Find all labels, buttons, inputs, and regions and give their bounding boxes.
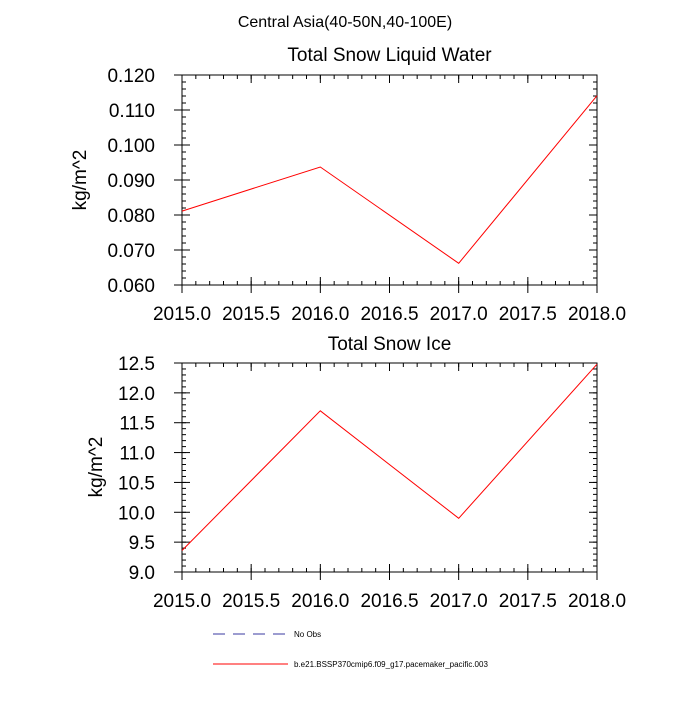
figure-suptitle: Central Asia(40-50N,40-100E) <box>238 14 452 31</box>
x-tick-label: 2017.0 <box>430 304 488 325</box>
chart-snow-liquid-water: Total Snow Liquid Water kg/m^2 2015.0 2015.… <box>70 45 626 325</box>
y-tick-label: 11.0 <box>119 444 155 465</box>
y-tick-label: 0.120 <box>107 66 155 87</box>
plot-frame <box>182 363 597 572</box>
x-tick-label: 2015.5 <box>222 304 280 325</box>
legend: No Obs b.e21.BSSP370cmip6.f09_g17.pacema… <box>213 630 488 669</box>
series-line <box>182 96 597 264</box>
y-tick-label: 10.0 <box>118 503 155 524</box>
y-tick-label: 10.5 <box>118 473 155 494</box>
x-tick-label: 2018.0 <box>568 591 626 612</box>
x-tick-label: 2015.5 <box>222 591 280 612</box>
y-tick-label: 11.5 <box>119 414 155 435</box>
x-tick-label: 2015.0 <box>153 304 211 325</box>
y-tick-label: 9.0 <box>129 563 155 584</box>
legend-label-model-run: b.e21.BSSP370cmip6.f09_g17.pacemaker_pac… <box>294 660 488 669</box>
x-tick-label: 2016.0 <box>291 304 349 325</box>
x-tick-label: 2017.5 <box>499 304 557 325</box>
y-tick-label: 12.5 <box>118 354 155 375</box>
y-axis-label: kg/m^2 <box>70 150 91 211</box>
legend-label-no-obs: No Obs <box>294 630 321 639</box>
y-tick-label: 0.100 <box>107 136 155 157</box>
y-tick-label: 0.110 <box>109 101 155 122</box>
y-axis-label: kg/m^2 <box>86 437 107 498</box>
x-tick-label: 2015.0 <box>153 591 211 612</box>
chart-title: Total Snow Liquid Water <box>287 45 492 66</box>
y-tick-label: 12.0 <box>118 384 155 405</box>
y-tick-label: 0.070 <box>107 241 155 262</box>
y-tick-label: 0.090 <box>107 171 155 192</box>
chart-snow-ice: Total Snow Ice kg/m^2 2015.0 2015.5 2016.0 20… <box>86 334 626 612</box>
plot-frame <box>182 75 597 285</box>
y-tick-label: 9.5 <box>129 533 155 554</box>
x-tick-label: 2016.5 <box>360 304 418 325</box>
y-tick-label: 0.080 <box>107 206 155 227</box>
y-tick-label: 0.060 <box>107 276 155 297</box>
series-line <box>182 364 597 550</box>
x-tick-label: 2016.0 <box>291 591 349 612</box>
x-tick-label: 2016.5 <box>360 591 418 612</box>
chart-title: Total Snow Ice <box>328 334 452 355</box>
x-tick-label: 2017.5 <box>499 591 557 612</box>
x-tick-label: 2017.0 <box>430 591 488 612</box>
x-tick-label: 2018.0 <box>568 304 626 325</box>
